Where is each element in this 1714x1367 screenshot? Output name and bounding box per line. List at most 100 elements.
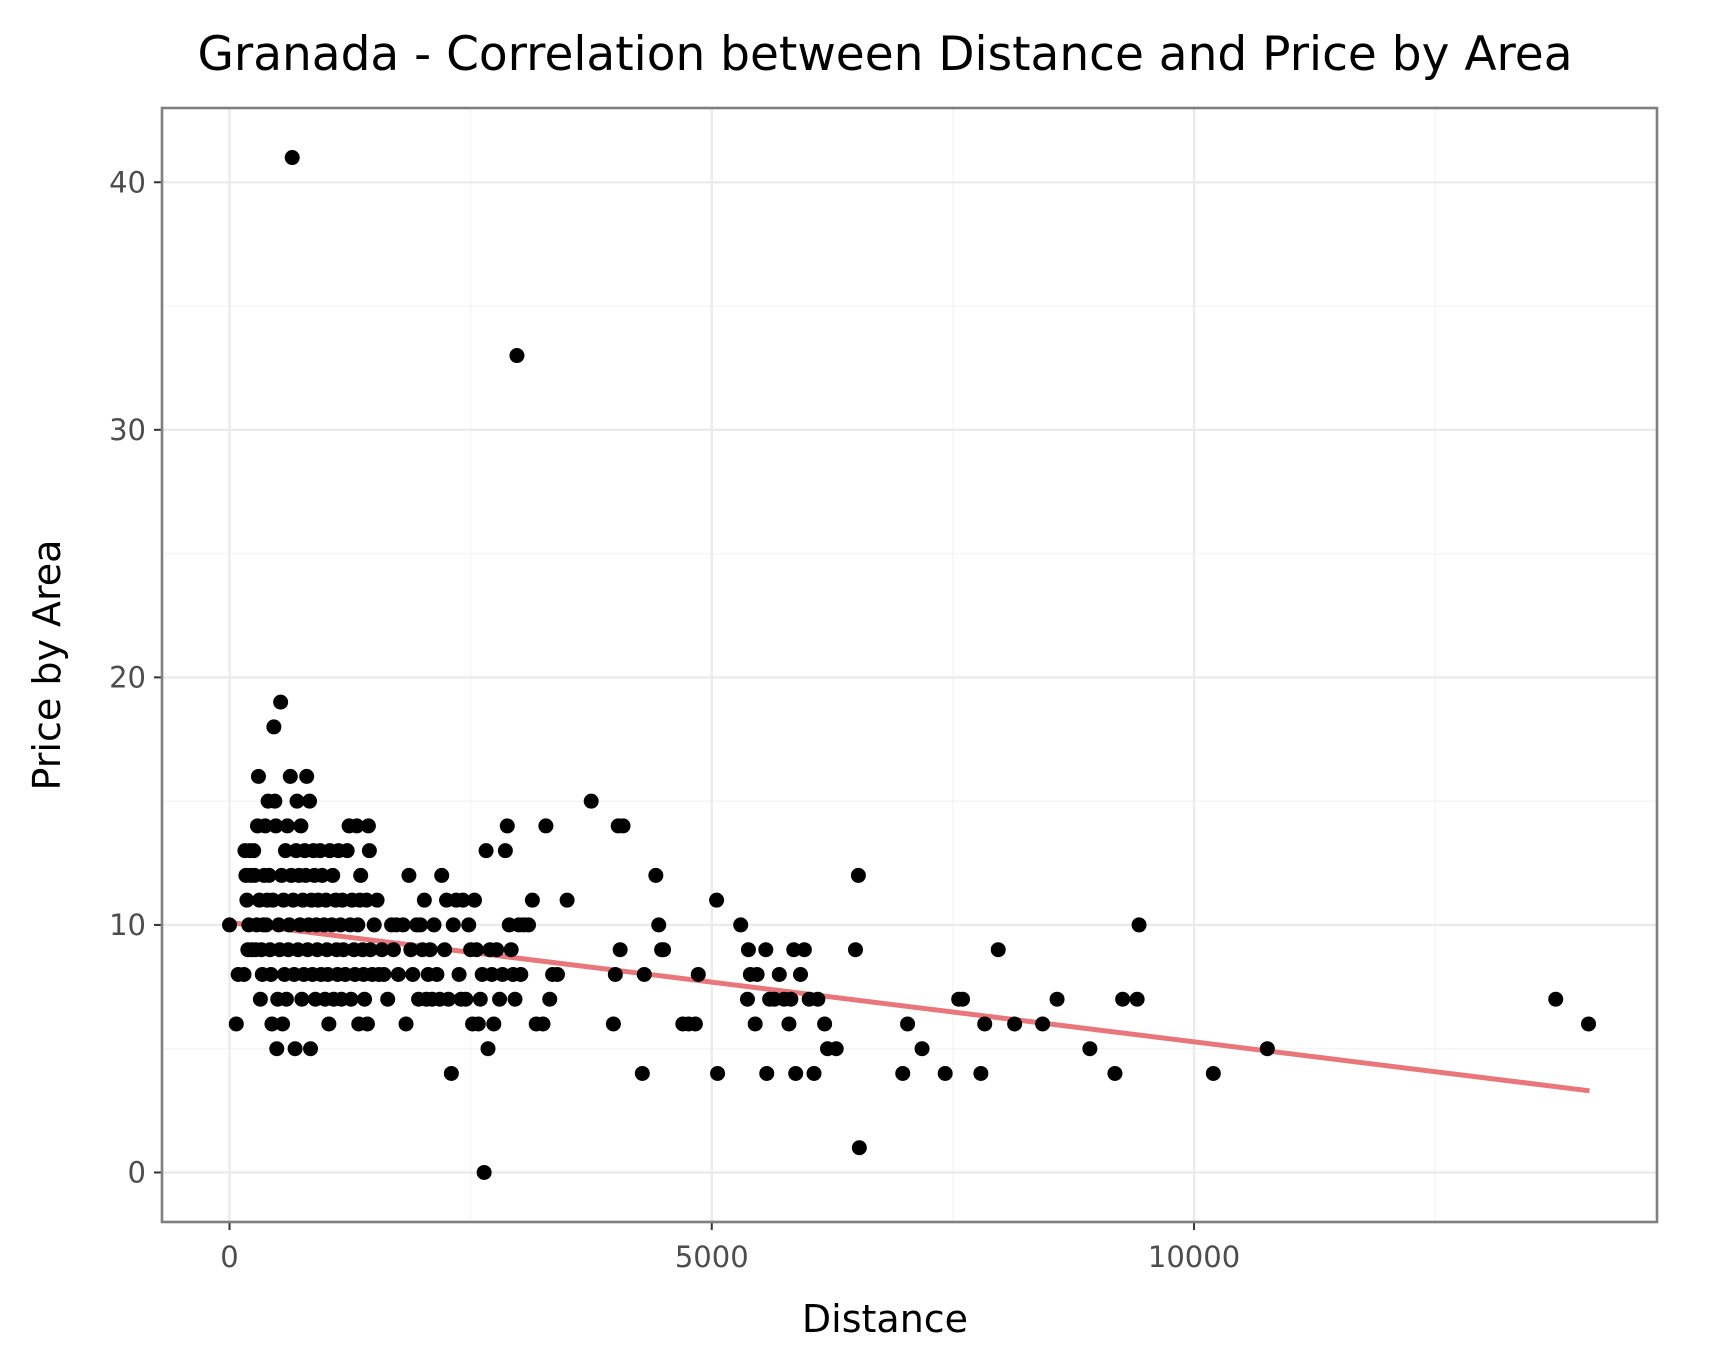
data-point bbox=[451, 966, 467, 982]
data-point bbox=[294, 991, 310, 1007]
data-point bbox=[759, 1065, 775, 1081]
data-point bbox=[687, 1016, 703, 1032]
data-point bbox=[401, 867, 417, 883]
data-point bbox=[480, 1041, 496, 1057]
data-point bbox=[369, 892, 385, 908]
data-point bbox=[293, 818, 309, 834]
data-point bbox=[781, 1016, 797, 1032]
data-point bbox=[281, 917, 297, 933]
data-point bbox=[467, 892, 483, 908]
data-point bbox=[443, 1065, 459, 1081]
data-point bbox=[900, 1016, 916, 1032]
data-point bbox=[796, 942, 812, 958]
trend-line-group bbox=[229, 919, 1590, 1094]
data-point bbox=[476, 1164, 492, 1180]
data-point bbox=[521, 917, 537, 933]
data-point bbox=[277, 843, 293, 859]
data-point bbox=[468, 942, 484, 958]
data-point bbox=[605, 1016, 621, 1032]
data-point bbox=[321, 1016, 337, 1032]
data-point bbox=[513, 966, 529, 982]
data-point bbox=[222, 917, 238, 933]
data-point bbox=[271, 917, 287, 933]
data-point bbox=[810, 991, 826, 1007]
data-point bbox=[268, 818, 284, 834]
data-point bbox=[398, 1016, 414, 1032]
data-point bbox=[1007, 1016, 1023, 1032]
y-tick-label: 0 bbox=[128, 1155, 146, 1189]
data-point bbox=[535, 1016, 551, 1032]
data-point bbox=[257, 818, 273, 834]
data-point bbox=[895, 1065, 911, 1081]
data-point bbox=[636, 966, 652, 982]
data-point bbox=[1548, 991, 1564, 1007]
data-point bbox=[258, 917, 274, 933]
data-point bbox=[786, 942, 802, 958]
data-point bbox=[335, 942, 351, 958]
data-point bbox=[289, 793, 305, 809]
data-point bbox=[250, 768, 266, 784]
y-axis-label: Price by Area bbox=[25, 540, 69, 791]
data-point bbox=[583, 793, 599, 809]
data-point bbox=[472, 991, 488, 1007]
data-point bbox=[559, 892, 575, 908]
data-point bbox=[426, 917, 442, 933]
data-point bbox=[339, 843, 355, 859]
data-point bbox=[793, 966, 809, 982]
data-point bbox=[360, 818, 376, 834]
data-point bbox=[486, 1016, 502, 1032]
panel-border bbox=[160, 106, 1659, 1224]
data-point bbox=[850, 867, 866, 883]
data-point bbox=[806, 1065, 822, 1081]
data-point bbox=[749, 966, 765, 982]
data-point bbox=[1131, 917, 1147, 933]
data-point bbox=[265, 892, 281, 908]
data-point bbox=[357, 991, 373, 1007]
data-point bbox=[690, 966, 706, 982]
data-point bbox=[710, 1065, 726, 1081]
data-point bbox=[275, 1016, 291, 1032]
data-point bbox=[359, 1016, 375, 1032]
data-point bbox=[758, 942, 774, 958]
data-point bbox=[747, 1016, 763, 1032]
data-point bbox=[302, 793, 318, 809]
data-point bbox=[492, 991, 508, 1007]
data-point bbox=[489, 942, 505, 958]
data-point bbox=[455, 892, 471, 908]
data-point bbox=[615, 818, 631, 834]
data-point bbox=[509, 348, 525, 364]
data-point bbox=[236, 966, 252, 982]
data-point bbox=[434, 867, 450, 883]
data-point bbox=[278, 991, 294, 1007]
data-point bbox=[279, 818, 295, 834]
data-point bbox=[353, 867, 369, 883]
data-point bbox=[709, 892, 725, 908]
data-point bbox=[788, 1065, 804, 1081]
data-point bbox=[349, 818, 365, 834]
data-point bbox=[1259, 1041, 1275, 1057]
data-point bbox=[1049, 991, 1065, 1007]
data-point bbox=[740, 942, 756, 958]
data-point bbox=[269, 1041, 285, 1057]
data-point bbox=[376, 966, 392, 982]
data-point bbox=[507, 991, 523, 1007]
data-point bbox=[648, 867, 664, 883]
data-point bbox=[284, 150, 300, 166]
data-point bbox=[494, 966, 510, 982]
data-point bbox=[1205, 1065, 1221, 1081]
data-point bbox=[228, 1016, 244, 1032]
data-point bbox=[973, 1065, 989, 1081]
trend-line bbox=[229, 919, 1590, 1094]
data-point bbox=[350, 917, 366, 933]
data-point bbox=[416, 892, 432, 908]
data-point bbox=[955, 991, 971, 1007]
data-point bbox=[817, 1016, 833, 1032]
data-point bbox=[1035, 1016, 1051, 1032]
data-point bbox=[771, 966, 787, 982]
y-tick-label: 20 bbox=[109, 660, 146, 694]
data-point bbox=[358, 892, 374, 908]
data-point bbox=[263, 966, 279, 982]
x-tick-label: 10000 bbox=[1148, 1240, 1240, 1274]
data-point bbox=[484, 966, 500, 982]
